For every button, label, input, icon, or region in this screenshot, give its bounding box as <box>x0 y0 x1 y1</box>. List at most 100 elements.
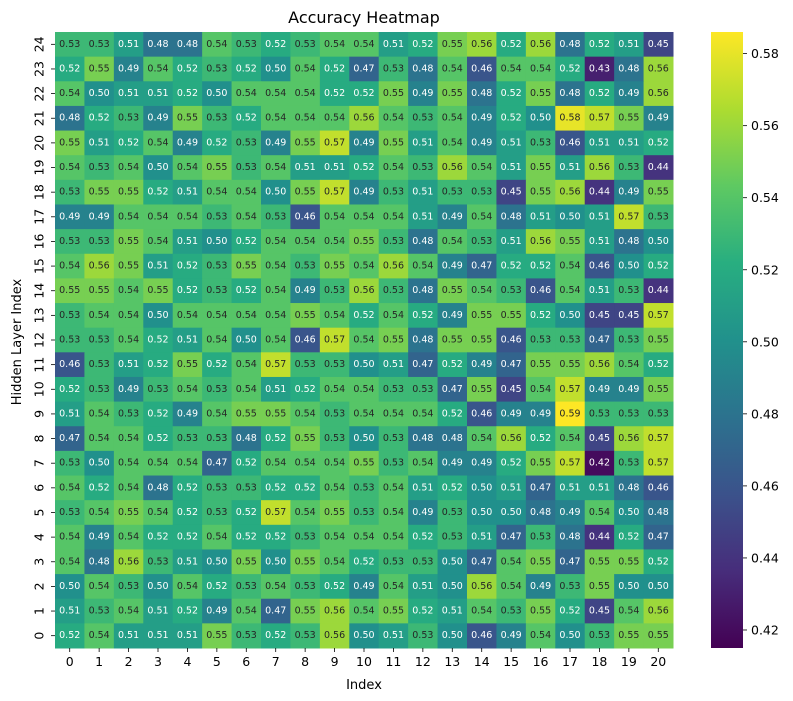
heatmap-cell <box>555 105 586 132</box>
heatmap-cell <box>290 204 321 230</box>
cell-value-label: 0.54 <box>236 187 257 198</box>
cell-value-label: 0.54 <box>295 458 316 469</box>
heatmap-cell <box>290 623 321 649</box>
colorbar-tick-label: 0.44 <box>751 550 779 565</box>
heatmap-cell <box>496 278 527 304</box>
heatmap-cell <box>408 376 439 403</box>
cell-value-label: 0.54 <box>177 162 198 173</box>
heatmap-cell <box>55 130 85 156</box>
cell-value-label: 0.54 <box>118 162 139 173</box>
cell-value-label: 0.55 <box>442 285 463 296</box>
cell-value-label: 0.54 <box>236 359 257 370</box>
heatmap-cell <box>408 475 439 501</box>
heatmap-cell <box>525 130 556 156</box>
cell-value-label: 0.54 <box>118 310 139 321</box>
heatmap-cell <box>231 352 262 378</box>
y-tick-label: 20 <box>32 135 47 151</box>
cell-value-label: 0.49 <box>618 384 639 395</box>
cell-value-label: 0.54 <box>559 285 580 296</box>
cell-value-label: 0.51 <box>59 606 80 617</box>
heatmap-cell <box>202 229 233 255</box>
cell-value-label: 0.50 <box>265 187 286 198</box>
cell-value-label: 0.54 <box>59 482 80 493</box>
y-tick-label: 0 <box>32 632 47 640</box>
heatmap-cell <box>143 253 174 279</box>
cell-value-label: 0.54 <box>618 606 639 617</box>
heatmap-cell <box>496 574 527 600</box>
heatmap-cell <box>231 426 262 452</box>
cell-value-label: 0.54 <box>206 39 227 50</box>
heatmap-cell <box>290 352 321 378</box>
cell-value-label: 0.55 <box>206 162 227 173</box>
cell-value-label: 0.53 <box>383 458 404 469</box>
heatmap-cell <box>319 598 350 624</box>
heatmap-cell <box>496 81 527 107</box>
cell-value-label: 0.56 <box>618 433 639 444</box>
cell-value-label: 0.52 <box>412 310 433 321</box>
cell-value-label: 0.55 <box>530 606 551 617</box>
cell-value-label: 0.55 <box>648 384 669 395</box>
heatmap-cell <box>584 598 615 624</box>
cell-value-label: 0.54 <box>324 113 345 124</box>
heatmap-cell <box>113 376 144 403</box>
cell-value-label: 0.52 <box>648 261 669 272</box>
heatmap-cell <box>437 253 468 279</box>
cell-value-label: 0.53 <box>324 408 345 419</box>
cell-value-label: 0.54 <box>118 606 139 617</box>
x-tick-label: 11 <box>385 654 401 669</box>
heatmap-cell <box>643 155 674 181</box>
y-tick-label: 24 <box>32 36 47 52</box>
cell-value-label: 0.52 <box>147 187 168 198</box>
heatmap-cell <box>467 105 497 132</box>
heatmap-cell <box>349 475 380 501</box>
y-tick-label: 21 <box>32 110 47 126</box>
cell-value-label: 0.53 <box>383 236 404 247</box>
heatmap-cell <box>643 32 674 58</box>
cell-value-label: 0.49 <box>295 285 316 296</box>
cell-value-label: 0.54 <box>118 458 139 469</box>
cell-value-label: 0.51 <box>589 211 610 222</box>
cell-value-label: 0.53 <box>442 507 463 518</box>
heatmap-cell <box>231 549 262 575</box>
cell-value-label: 0.53 <box>206 507 227 518</box>
cell-value-label: 0.51 <box>589 137 610 148</box>
cell-value-label: 0.54 <box>559 433 580 444</box>
cell-value-label: 0.52 <box>206 581 227 592</box>
cell-value-label: 0.48 <box>59 113 80 124</box>
cell-value-label: 0.54 <box>442 137 463 148</box>
cell-value-label: 0.51 <box>118 359 139 370</box>
cell-value-label: 0.54 <box>530 63 551 74</box>
heatmap-cell <box>378 549 409 575</box>
y-tick-label: 7 <box>32 459 47 467</box>
heatmap-cell <box>584 179 615 205</box>
heatmap-cell <box>261 32 291 58</box>
heatmap-cell <box>202 327 233 353</box>
heatmap-cell <box>84 253 115 279</box>
cell-value-label: 0.49 <box>559 507 580 518</box>
heatmap-cell <box>555 475 586 501</box>
heatmap-cell <box>614 105 645 132</box>
cell-value-label: 0.53 <box>589 630 610 641</box>
cell-value-label: 0.53 <box>559 581 580 592</box>
cell-value-label: 0.53 <box>59 236 80 247</box>
heatmap-cell <box>525 475 556 501</box>
cell-value-label: 0.57 <box>324 187 345 198</box>
heatmap-cell <box>319 32 350 58</box>
cell-value-label: 0.49 <box>442 458 463 469</box>
heatmap-cell <box>55 56 85 82</box>
cell-value-label: 0.48 <box>177 39 198 50</box>
cell-value-label: 0.55 <box>236 261 257 272</box>
heatmap-cell <box>525 204 556 230</box>
cell-value-label: 0.54 <box>353 532 374 543</box>
heatmap-cell <box>290 426 321 452</box>
cell-value-label: 0.55 <box>177 359 198 370</box>
heatmap-cell <box>584 426 615 452</box>
heatmap-cell <box>172 32 203 58</box>
heatmap-cell <box>84 179 115 205</box>
cell-value-label: 0.46 <box>295 335 316 346</box>
heatmap-cell <box>143 303 174 329</box>
cell-value-label: 0.57 <box>618 211 639 222</box>
cell-value-label: 0.55 <box>295 556 316 567</box>
cell-value-label: 0.49 <box>59 211 80 222</box>
